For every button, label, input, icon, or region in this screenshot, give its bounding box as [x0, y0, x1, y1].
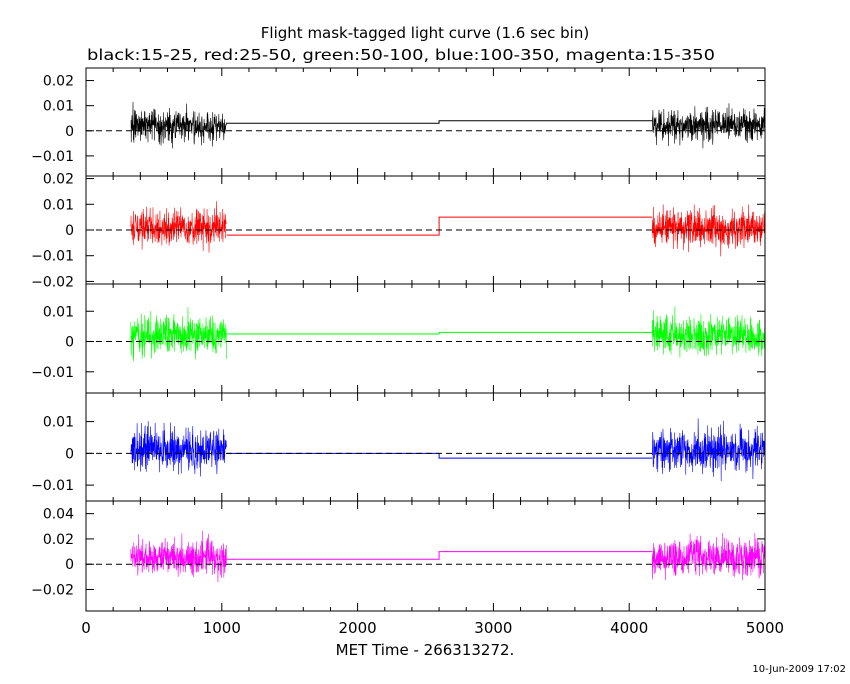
panel-50-100: −0.01 0 0.01 [31, 283, 766, 394]
series-line-100-350 [130, 418, 765, 482]
series-15-25 [130, 101, 765, 149]
x-axis: 0 1000 2000 3000 4000 5000 [81, 619, 784, 637]
y-tick-label: −0.01 [31, 249, 74, 265]
panels-group: −0.01 0 0.01 0.02 −0.02 −0.01 0 0.01 0.02 −0.01 0 0… [31, 67, 766, 612]
panel-frame-15-350 [85, 500, 766, 612]
x-tick-label: 4000 [610, 619, 648, 637]
y-tick-label: 0.02 [43, 532, 74, 548]
y-tick-label: −0.02 [31, 583, 74, 599]
footer-timestamp: 10-Jun-2009 17:02 [752, 664, 846, 675]
series-100-350 [130, 418, 765, 482]
y-tick-label: 0.02 [43, 172, 74, 188]
y-tick-label: 0 [65, 223, 74, 239]
y-tick-label: 0.01 [43, 99, 74, 115]
y-tick-label: 0.04 [43, 507, 74, 523]
chart-title: Flight mask-tagged light curve (1.6 sec … [261, 24, 589, 42]
x-tick-label: 0 [81, 619, 91, 637]
x-tick-label: 3000 [474, 619, 512, 637]
y-tick-label: −0.02 [31, 274, 74, 290]
x-axis-label: MET Time - 266313272. [336, 641, 515, 659]
step-line-100-350 [226, 452, 653, 459]
y-tick-label: 0 [65, 124, 74, 140]
step-line-25-50 [226, 216, 653, 236]
y-tick-label: 0 [65, 446, 74, 462]
y-tick-label: −0.01 [31, 478, 74, 494]
series-line-15-25 [130, 101, 765, 149]
series-15-350 [130, 530, 765, 582]
step-line-15-350 [226, 551, 653, 560]
y-tick-label: 0 [65, 335, 74, 351]
y-tick-label: −0.01 [31, 149, 74, 165]
step-line-50-100 [226, 331, 653, 335]
y-tick-label: 0.01 [43, 197, 74, 213]
y-tick-label: 0.02 [43, 74, 74, 90]
series-line-15-350 [130, 530, 765, 582]
series-25-50 [130, 201, 765, 257]
y-tick-label: 0.01 [43, 415, 74, 431]
y-tick-label: 0 [65, 557, 74, 573]
step-line-15-25 [226, 120, 653, 124]
x-tick-label: 1000 [203, 619, 241, 637]
x-tick-label: 5000 [746, 619, 784, 637]
chart-subtitle: black:15-25, red:25-50, green:50-100, bl… [87, 46, 715, 64]
series-line-50-100 [130, 306, 765, 362]
series-50-100 [130, 306, 765, 362]
y-tick-label: −0.01 [31, 365, 74, 381]
series-line-25-50 [130, 201, 765, 257]
panel-15-350: −0.02 0 0.02 0.04 [31, 500, 766, 612]
panel-15-25: −0.01 0 0.01 0.02 [31, 67, 766, 177]
y-tick-label: 0.01 [43, 304, 74, 320]
panel-100-350: −0.01 0 0.01 [31, 392, 766, 502]
panel-25-50: −0.02 −0.01 0 0.01 0.02 [31, 172, 766, 290]
x-tick-label: 2000 [339, 619, 377, 637]
